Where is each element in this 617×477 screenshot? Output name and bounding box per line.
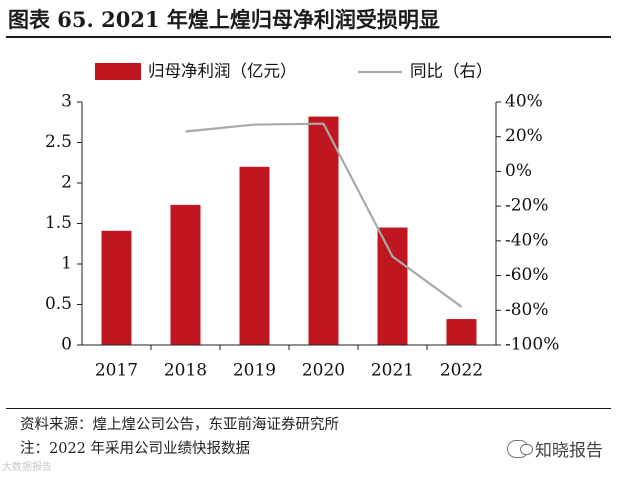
x-tick-label-2021: 2021 (371, 361, 414, 381)
x-tick-label-2019: 2019 (233, 361, 276, 381)
bar-2018 (170, 204, 201, 345)
footer-divider (6, 408, 611, 409)
legend-bar-label: 归母净利润（亿元） (148, 62, 297, 81)
chart: 0 0.5 1 1.5 2 2.5 3 -100% -80% -60% -40% -20% 0% 20% 4… (45, 62, 559, 381)
right-tick-label: 40% (505, 92, 543, 112)
x-tick-label-2020: 2020 (302, 361, 345, 381)
bar-2017 (101, 230, 132, 345)
watermark-brand: 知晓报告 (507, 436, 603, 461)
right-tick-label: 0% (505, 161, 532, 181)
x-tick-label-2017: 2017 (95, 361, 138, 381)
watermark-brand-label: 知晓报告 (535, 441, 603, 461)
left-tick-label: 1.5 (45, 213, 72, 233)
left-tick-label: 2.5 (45, 132, 72, 152)
right-tick-label: 20% (505, 126, 543, 146)
bar-2020 (308, 116, 339, 345)
wechat-icon (507, 439, 533, 458)
left-tick-label: 0 (61, 335, 72, 355)
x-tick-label-2018: 2018 (164, 361, 207, 381)
right-tick-label: -60% (505, 265, 549, 285)
left-tick-label: 0.5 (45, 294, 72, 314)
title-divider (6, 36, 611, 38)
left-tick-label: 2 (61, 173, 72, 193)
bar-2022 (446, 319, 477, 345)
legend-line-label: 同比（右） (410, 62, 493, 81)
right-tick-label: -100% (505, 335, 559, 355)
left-tick-label: 1 (61, 254, 72, 274)
chart-title: 图表 65. 2021 年煌上煌归母净利润受损明显 (8, 7, 440, 32)
note-text: 注：2022 年采用公司业绩快报数据 (20, 441, 251, 457)
source-text: 资料来源：煌上煌公司公告，东亚前海证券研究所 (20, 417, 339, 433)
left-tick-label: 3 (61, 92, 72, 112)
watermark-left: 大数据报告 (2, 462, 52, 473)
right-tick-label: -80% (505, 300, 549, 320)
legend-bar-swatch (95, 63, 141, 80)
right-tick-label: -20% (505, 196, 549, 216)
right-tick-label: -40% (505, 230, 549, 250)
bar-2019 (239, 166, 270, 345)
bar-2021 (377, 227, 408, 345)
x-tick-label-2022: 2022 (440, 361, 483, 381)
